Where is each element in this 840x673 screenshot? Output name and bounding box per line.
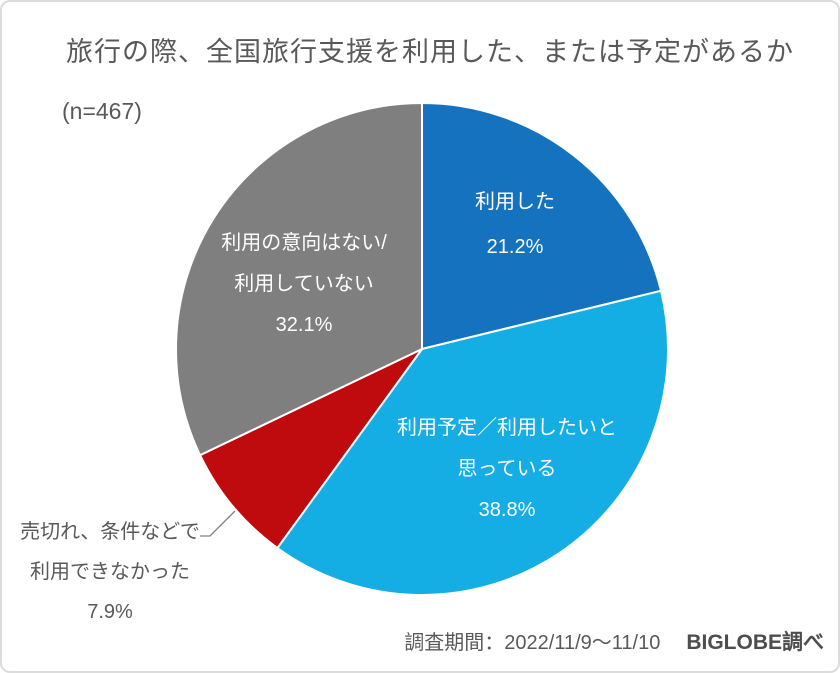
slice-label-value: 32.1%: [275, 314, 333, 336]
slice-label-text: 売切れ、条件などで: [20, 521, 200, 543]
slice-label-value: 38.8%: [478, 499, 536, 521]
slice-label-plan: 利用予定／利用したいと 思っている 38.8%: [397, 408, 617, 531]
slice-label-text: 利用の意向はない/: [221, 232, 387, 254]
slice-label-text: 利用できなかった: [30, 561, 190, 583]
sample-size-label: (n=467): [62, 98, 142, 124]
leader-line-soldout: [200, 510, 236, 537]
slice-label-value: 7.9%: [87, 601, 133, 623]
pie-slice-used: [421, 101, 663, 351]
slice-label-text: 利用予定／利用したいと: [397, 417, 617, 439]
chart-title: 旅行の際、全国旅行支援を利用した、または予定があるか: [66, 37, 794, 67]
slice-label-used: 利用した 21.2%: [475, 180, 555, 270]
slice-label-text: 利用していない: [234, 273, 374, 295]
slice-label-text: 利用した: [475, 191, 555, 213]
pie-slice-none: [175, 101, 423, 457]
slice-label-none: 利用の意向はない/ 利用していない 32.1%: [221, 223, 387, 346]
source-credit: BIGLOBE調べ: [686, 631, 824, 654]
pie-slice-soldout: [198, 348, 423, 550]
slice-label-value: 21.2%: [486, 236, 544, 258]
survey-period: 調査期間：2022/11/9～11/10: [404, 632, 661, 654]
slice-label-text: 思っている: [457, 458, 557, 480]
pie-slices: [175, 101, 669, 596]
slice-label-soldout: 売切れ、条件などで 利用できなかった 7.9%: [20, 512, 200, 632]
footer: 調査期間：2022/11/9～11/10 BIGLOBE調べ: [404, 626, 824, 656]
pie-slice-plan: [276, 289, 669, 596]
